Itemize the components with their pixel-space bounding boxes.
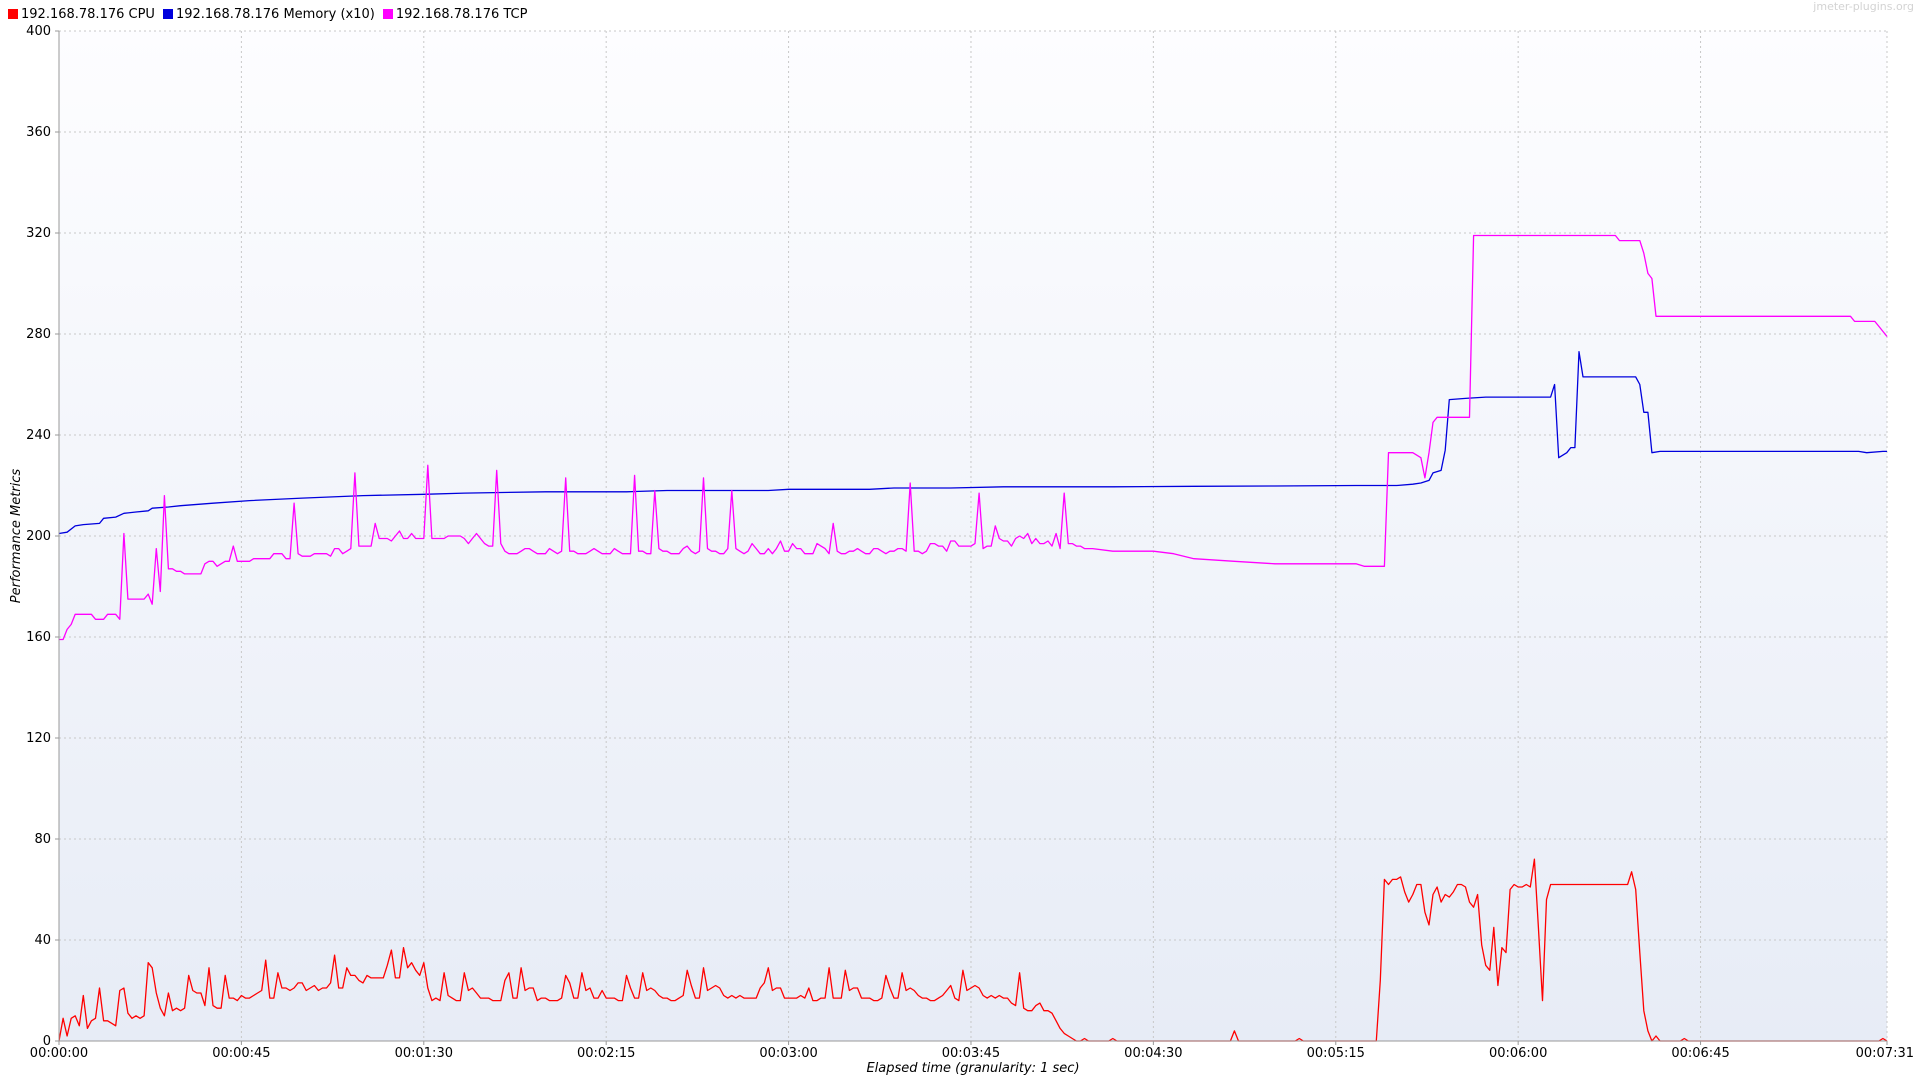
series-layer [58, 234, 1888, 1042]
series-line-cpu [58, 858, 1888, 1042]
x-tick-label: 00:05:15 [1307, 1046, 1365, 1061]
x-tick-label: 00:02:15 [577, 1046, 635, 1061]
x-tick-label: 00:06:00 [1489, 1046, 1547, 1061]
y-tick-label: 120 [26, 731, 51, 746]
y-tick-label: 280 [26, 327, 51, 342]
legend: 192.168.78.176 CPU 192.168.78.176 Memory… [8, 4, 535, 24]
legend-item-cpu: 192.168.78.176 CPU [8, 7, 155, 22]
series-line-tcp [59, 234, 1888, 641]
legend-swatch-memory [162, 9, 173, 19]
y-tick-label: 80 [34, 832, 51, 847]
grid [59, 30, 1888, 1041]
x-tick-label: 00:07:31 [1856, 1046, 1914, 1061]
y-tick-label: 320 [26, 226, 51, 241]
y-tick-label: 360 [26, 125, 51, 140]
y-axis-ticks: 0 40 80 120 160 200 240 280 320 360 400 [26, 24, 59, 1049]
legend-label-cpu: 192.168.78.176 CPU [21, 6, 155, 22]
x-axis-label: Elapsed time (granularity: 1 sec) [866, 1061, 1079, 1076]
legend-label-memory: 192.168.78.176 Memory (x10) [175, 6, 375, 22]
x-tick-label: 00:03:00 [759, 1046, 817, 1061]
y-tick-label: 200 [26, 529, 51, 544]
x-tick-label: 00:00:00 [30, 1046, 88, 1061]
x-tick-label: 00:03:45 [942, 1046, 1000, 1061]
y-tick-label: 160 [26, 630, 51, 645]
y-axis-label: Performance Metrics [9, 469, 24, 604]
x-tick-label: 00:06:45 [1671, 1046, 1729, 1061]
x-tick-label: 00:04:30 [1124, 1046, 1182, 1061]
y-tick-label: 400 [26, 24, 51, 39]
legend-label-tcp: 192.168.78.176 TCP [395, 6, 528, 22]
x-tick-label: 00:01:30 [395, 1046, 453, 1061]
y-tick-label: 240 [26, 428, 51, 443]
y-tick-label: 40 [34, 933, 51, 948]
x-axis-ticks: 00:00:00 00:00:45 00:01:30 00:02:15 00:03:00… [30, 1041, 1914, 1061]
x-tick-label: 00:00:45 [212, 1046, 270, 1061]
watermark: jmeter-plugins.org [1813, 0, 1914, 13]
series-line-memory [58, 351, 1887, 535]
legend-swatch-tcp [382, 9, 393, 19]
plot-background [59, 31, 1887, 1041]
legend-item-tcp: 192.168.78.176 TCP [382, 6, 528, 22]
legend-item-memory: 192.168.78.176 Memory (x10) [162, 6, 375, 22]
y-tick-label: 0 [43, 1034, 51, 1049]
legend-swatch-cpu [8, 9, 18, 19]
